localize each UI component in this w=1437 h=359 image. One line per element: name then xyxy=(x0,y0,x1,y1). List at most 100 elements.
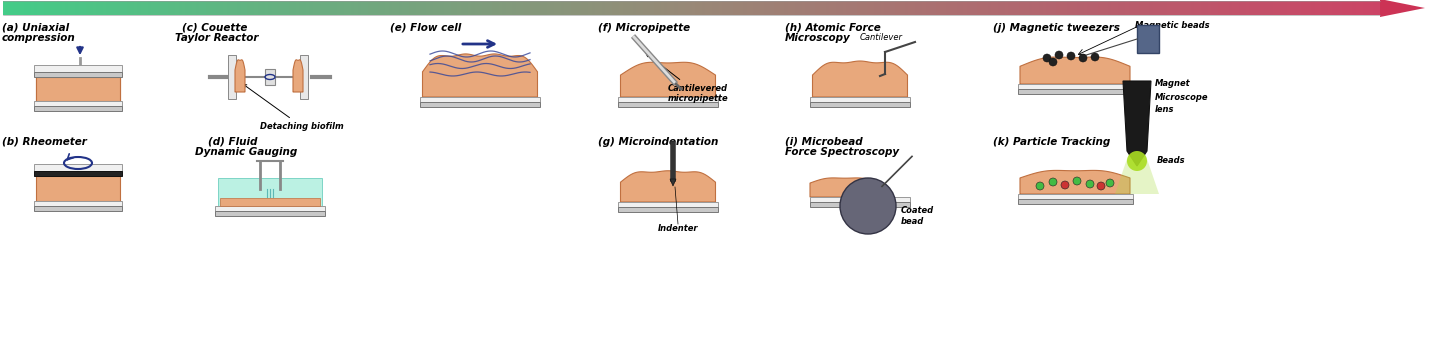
Bar xyxy=(103,1,106,15)
Bar xyxy=(1105,1,1108,15)
Bar xyxy=(1214,1,1219,15)
Bar xyxy=(770,1,775,15)
Bar xyxy=(227,1,230,15)
Bar xyxy=(365,1,368,15)
Bar xyxy=(203,1,205,15)
Bar xyxy=(467,1,471,15)
Bar xyxy=(1017,84,1132,89)
Bar xyxy=(1377,1,1380,15)
Bar xyxy=(34,171,122,176)
Bar xyxy=(1009,1,1012,15)
Bar xyxy=(826,1,829,15)
Text: compression: compression xyxy=(1,33,76,43)
Bar xyxy=(747,1,750,15)
Bar xyxy=(570,1,575,15)
Text: Force Spectroscopy: Force Spectroscopy xyxy=(785,147,900,157)
Bar xyxy=(1115,1,1118,15)
Bar xyxy=(1157,1,1160,15)
Bar xyxy=(279,1,282,15)
Bar xyxy=(502,1,506,15)
Bar xyxy=(1167,1,1170,15)
Bar xyxy=(963,1,967,15)
Bar xyxy=(1362,1,1367,15)
Text: Cantilever: Cantilever xyxy=(859,33,902,42)
Bar xyxy=(940,1,943,15)
Bar xyxy=(599,1,602,15)
Bar xyxy=(595,1,599,15)
Bar xyxy=(609,1,612,15)
Bar xyxy=(854,1,856,15)
Bar xyxy=(447,1,451,15)
Bar xyxy=(987,1,992,15)
Bar xyxy=(1243,1,1246,15)
Bar xyxy=(884,1,888,15)
Circle shape xyxy=(1096,182,1105,190)
Bar xyxy=(434,1,437,15)
Bar xyxy=(1135,1,1140,15)
Bar xyxy=(319,1,323,15)
Bar xyxy=(1137,25,1160,53)
Bar xyxy=(1239,1,1243,15)
Bar xyxy=(1194,1,1197,15)
Bar xyxy=(637,1,639,15)
Bar xyxy=(134,1,138,15)
Bar xyxy=(440,1,444,15)
Circle shape xyxy=(1049,58,1058,66)
Bar xyxy=(578,1,582,15)
Bar xyxy=(47,1,52,15)
Bar xyxy=(57,1,62,15)
Text: (c) Couette: (c) Couette xyxy=(182,23,247,33)
Bar xyxy=(303,1,306,15)
Text: (j) Magnetic tweezers: (j) Magnetic tweezers xyxy=(993,23,1119,33)
Bar xyxy=(519,1,523,15)
Bar xyxy=(667,1,671,15)
Bar xyxy=(730,1,733,15)
Bar xyxy=(1098,1,1101,15)
Bar xyxy=(1053,1,1056,15)
Bar xyxy=(343,1,348,15)
Bar xyxy=(533,1,536,15)
Bar xyxy=(795,1,798,15)
Bar xyxy=(1174,1,1177,15)
Bar xyxy=(1367,1,1369,15)
Bar xyxy=(3,1,6,15)
Bar xyxy=(798,1,802,15)
Polygon shape xyxy=(1020,57,1129,84)
Bar xyxy=(1259,1,1263,15)
Bar xyxy=(55,1,57,15)
Bar xyxy=(461,1,464,15)
Bar xyxy=(368,1,371,15)
Bar xyxy=(1311,1,1315,15)
Circle shape xyxy=(1068,52,1075,60)
Bar xyxy=(802,1,805,15)
Bar xyxy=(1359,1,1362,15)
Bar xyxy=(1128,1,1132,15)
Bar xyxy=(34,206,122,211)
Bar xyxy=(1036,1,1039,15)
Bar xyxy=(474,1,479,15)
Bar xyxy=(182,1,185,15)
Bar xyxy=(1369,1,1374,15)
Bar xyxy=(269,1,272,15)
Bar xyxy=(1108,1,1111,15)
Bar xyxy=(575,1,578,15)
Bar xyxy=(639,1,644,15)
Bar xyxy=(627,1,629,15)
Bar xyxy=(895,1,898,15)
Bar xyxy=(382,1,385,15)
Bar xyxy=(1315,1,1318,15)
Bar xyxy=(618,102,718,107)
Bar xyxy=(1163,1,1167,15)
Bar xyxy=(733,1,736,15)
Bar xyxy=(602,1,605,15)
Bar xyxy=(674,1,678,15)
Bar xyxy=(912,1,915,15)
Bar xyxy=(309,1,313,15)
Bar xyxy=(341,1,343,15)
Bar xyxy=(1229,1,1232,15)
Bar xyxy=(371,1,375,15)
Bar xyxy=(34,1,37,15)
Bar xyxy=(1263,1,1266,15)
Text: Indenter: Indenter xyxy=(658,224,698,233)
Bar xyxy=(1209,1,1211,15)
